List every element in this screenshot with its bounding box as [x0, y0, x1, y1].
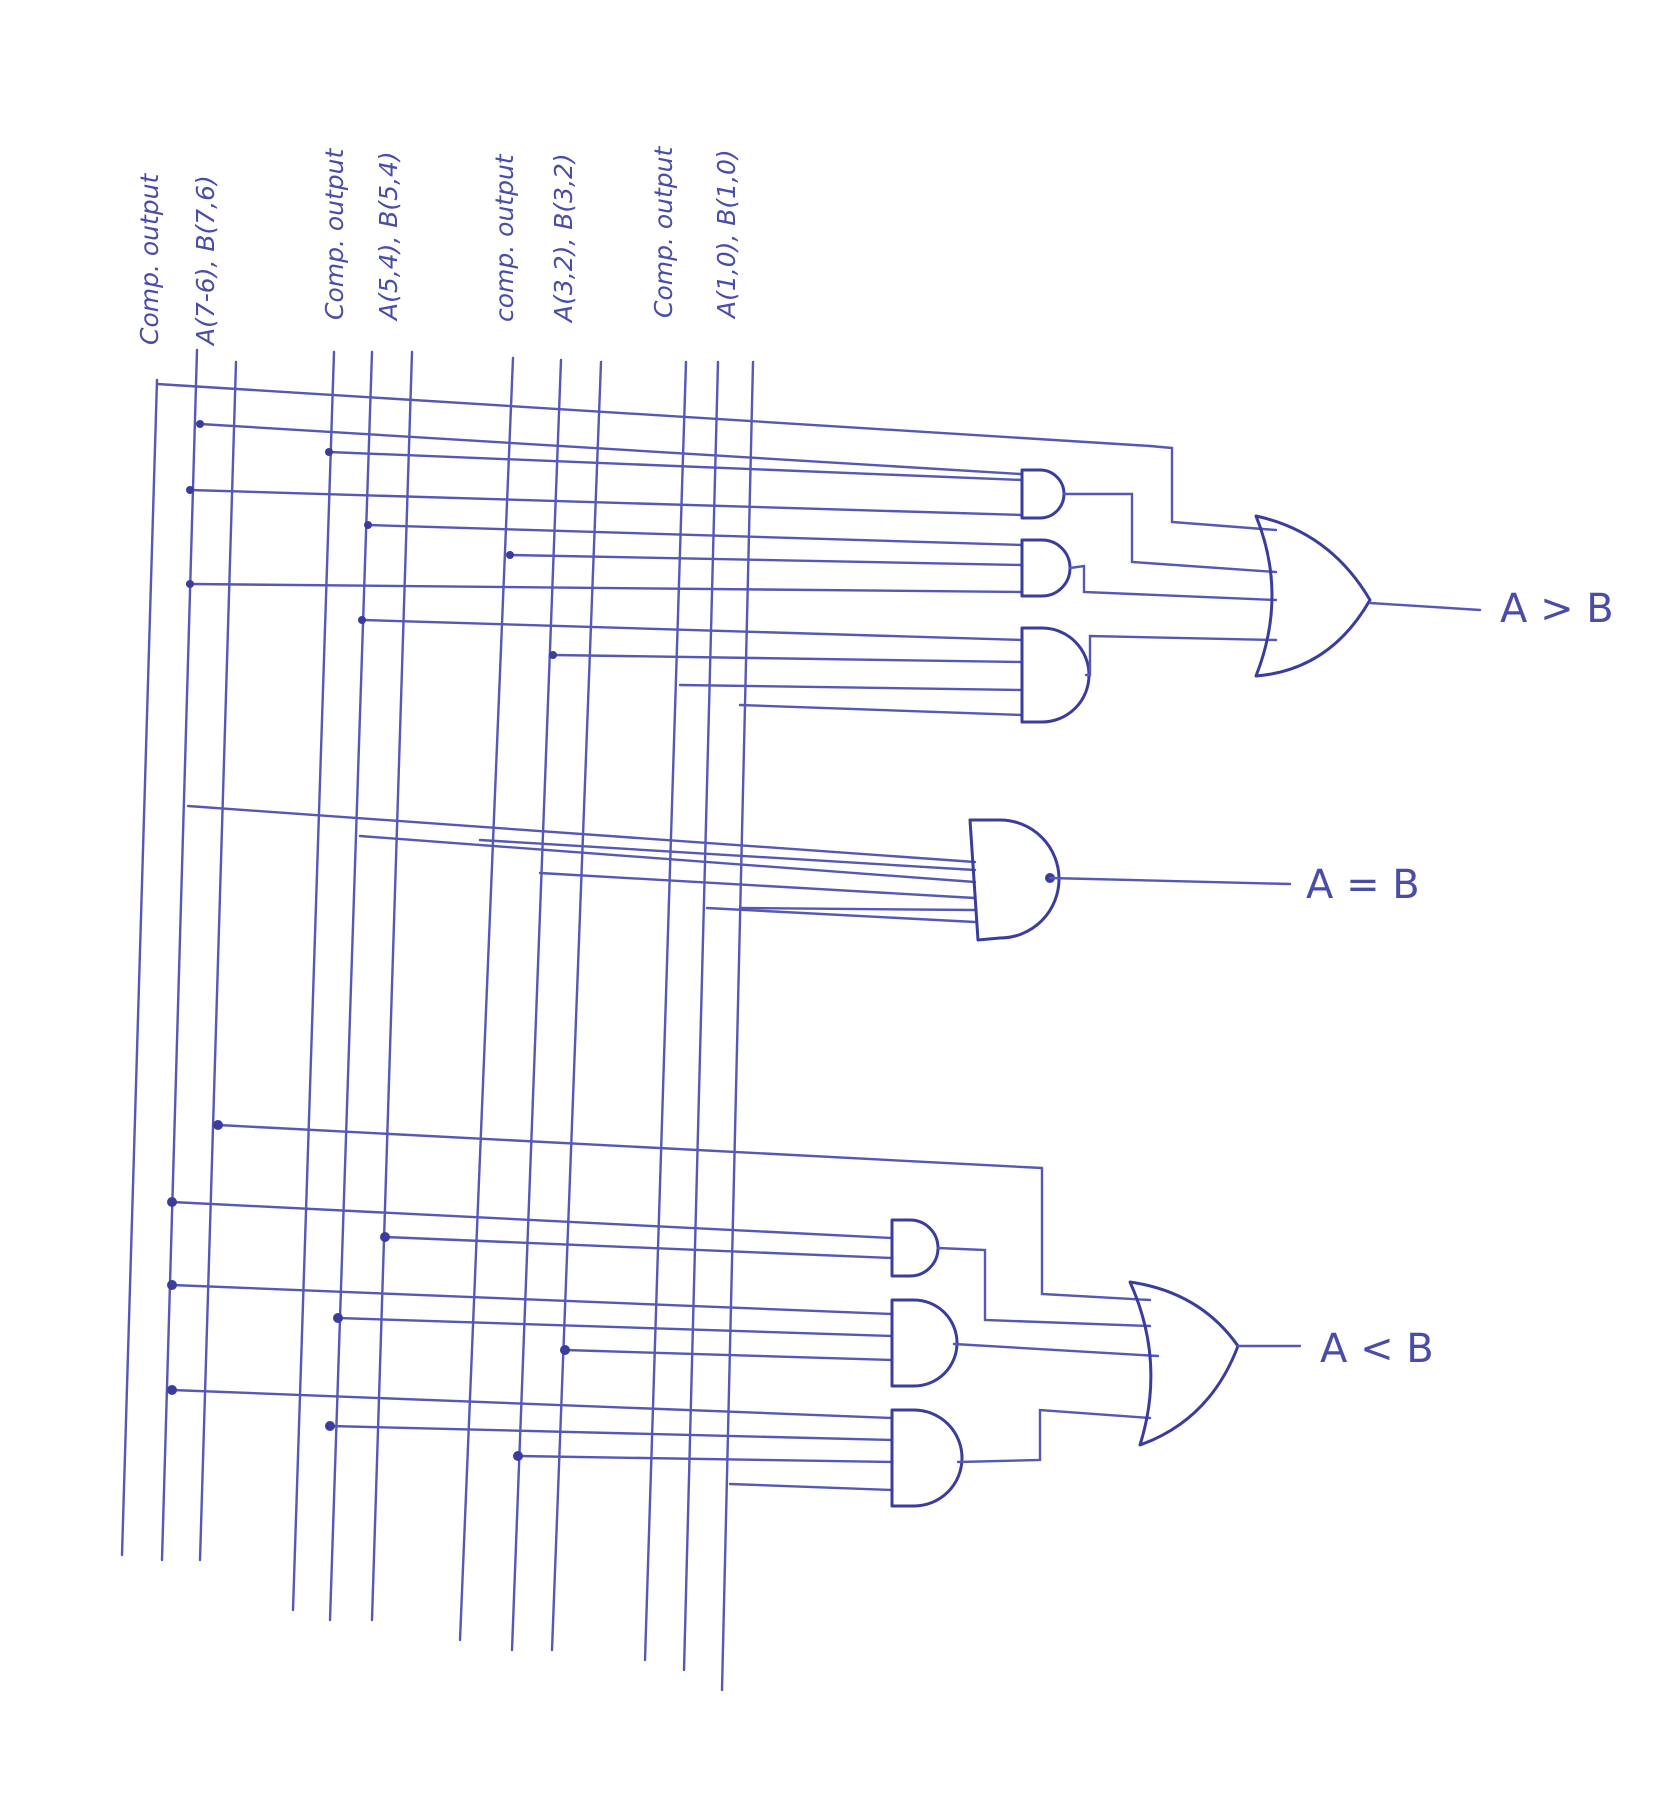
and-gate	[1020, 538, 1072, 598]
wire	[1062, 492, 1278, 574]
or-gate	[1254, 514, 1372, 678]
and-gate	[968, 818, 1061, 942]
junction-dot	[186, 580, 194, 588]
wire	[170, 1200, 894, 1240]
wire	[336, 1316, 894, 1338]
column-label-top: Comp. output	[320, 147, 349, 320]
junction-dot	[196, 420, 204, 428]
wire	[1040, 1166, 1152, 1302]
wire	[1048, 876, 1292, 886]
wire	[678, 683, 1024, 692]
wire	[170, 1388, 894, 1420]
less-than-section	[167, 1120, 1302, 1508]
wire	[1084, 634, 1278, 677]
wire	[1148, 444, 1278, 532]
column-label-bottom: A(7-6), B(7,6)	[191, 175, 220, 347]
junction-dot	[560, 1345, 570, 1355]
output-label-less: A < B	[1320, 1326, 1434, 1372]
output-label-equal: A = B	[1306, 862, 1420, 908]
bus-line	[458, 356, 515, 1642]
junction-dot	[325, 448, 333, 456]
wire	[327, 450, 1024, 482]
bus-line	[720, 360, 755, 1692]
junction-dot	[213, 1120, 223, 1130]
vertical-bus-lines	[120, 348, 755, 1692]
wire	[478, 838, 977, 872]
junction-dot	[364, 521, 372, 529]
wire	[551, 653, 1024, 664]
bus-line	[550, 360, 603, 1652]
junction-dot	[333, 1313, 343, 1323]
wire	[383, 1235, 894, 1260]
wire	[738, 906, 977, 912]
wire	[1068, 564, 1278, 602]
wire	[198, 422, 1022, 476]
column-label-bottom: A(1,0), B(1,0)	[712, 149, 741, 320]
bus-line	[198, 360, 238, 1562]
bus-line	[682, 360, 720, 1672]
bus-line	[291, 350, 336, 1612]
wire	[508, 553, 1024, 567]
and-gate	[1020, 626, 1091, 724]
equal-section	[186, 804, 1292, 942]
junction-dot	[325, 1421, 335, 1431]
column-label-top: Comp. output	[135, 172, 164, 345]
wire	[738, 703, 1024, 717]
wire	[952, 1342, 1160, 1358]
column-label-bottom: A(3,2), B(3,2)	[549, 153, 578, 324]
junction-dot	[167, 1385, 177, 1395]
junction-dot	[358, 616, 366, 624]
wire	[360, 618, 1024, 642]
wire	[358, 834, 977, 884]
column-label-group-4: Comp. output A(1,0), B(1,0)	[649, 145, 741, 320]
and-gate	[890, 1298, 959, 1388]
wire	[188, 582, 1024, 594]
junction-dot	[380, 1232, 390, 1242]
wire	[328, 1424, 894, 1442]
wire	[188, 488, 1024, 517]
column-label-bottom: A(5,4), B(5,4)	[374, 151, 403, 322]
and-gate	[890, 1218, 940, 1278]
wire	[728, 1482, 894, 1492]
greater-than-section	[155, 382, 1482, 724]
wire	[705, 906, 977, 924]
output-label-greater: A > B	[1500, 586, 1614, 632]
wire	[516, 1454, 894, 1464]
junction-dot	[167, 1280, 177, 1290]
bus-line	[328, 350, 374, 1622]
or-gate	[1128, 1280, 1240, 1447]
junction-dot	[167, 1197, 177, 1207]
wire	[936, 1246, 1152, 1328]
and-gate	[890, 1408, 964, 1508]
wire	[170, 1283, 894, 1316]
junction-dot	[186, 486, 194, 494]
bus-line	[643, 360, 688, 1662]
junction-dot	[549, 651, 557, 659]
bus-line	[160, 348, 199, 1562]
junction-dot	[513, 1451, 523, 1461]
wire	[1368, 601, 1482, 612]
wire	[366, 523, 1024, 547]
bus-line	[510, 358, 563, 1652]
wire	[956, 1408, 1152, 1464]
column-label-group-2: Comp. output A(5,4), B(5,4)	[320, 147, 403, 322]
wire	[186, 804, 977, 864]
bus-line	[120, 378, 159, 1557]
wire	[155, 382, 1152, 448]
wire	[563, 1348, 894, 1362]
column-label-top: Comp. output	[649, 145, 678, 318]
junction-dot	[506, 551, 514, 559]
and-gate	[1020, 468, 1066, 520]
bus-line	[370, 350, 414, 1622]
column-label-top: comp. output	[490, 153, 519, 322]
column-label-group-3: comp. output A(3,2), B(3,2)	[490, 153, 578, 324]
wire	[538, 871, 977, 900]
wire	[216, 1123, 1044, 1170]
column-label-group-1: Comp. output A(7-6), B(7,6)	[135, 172, 220, 347]
